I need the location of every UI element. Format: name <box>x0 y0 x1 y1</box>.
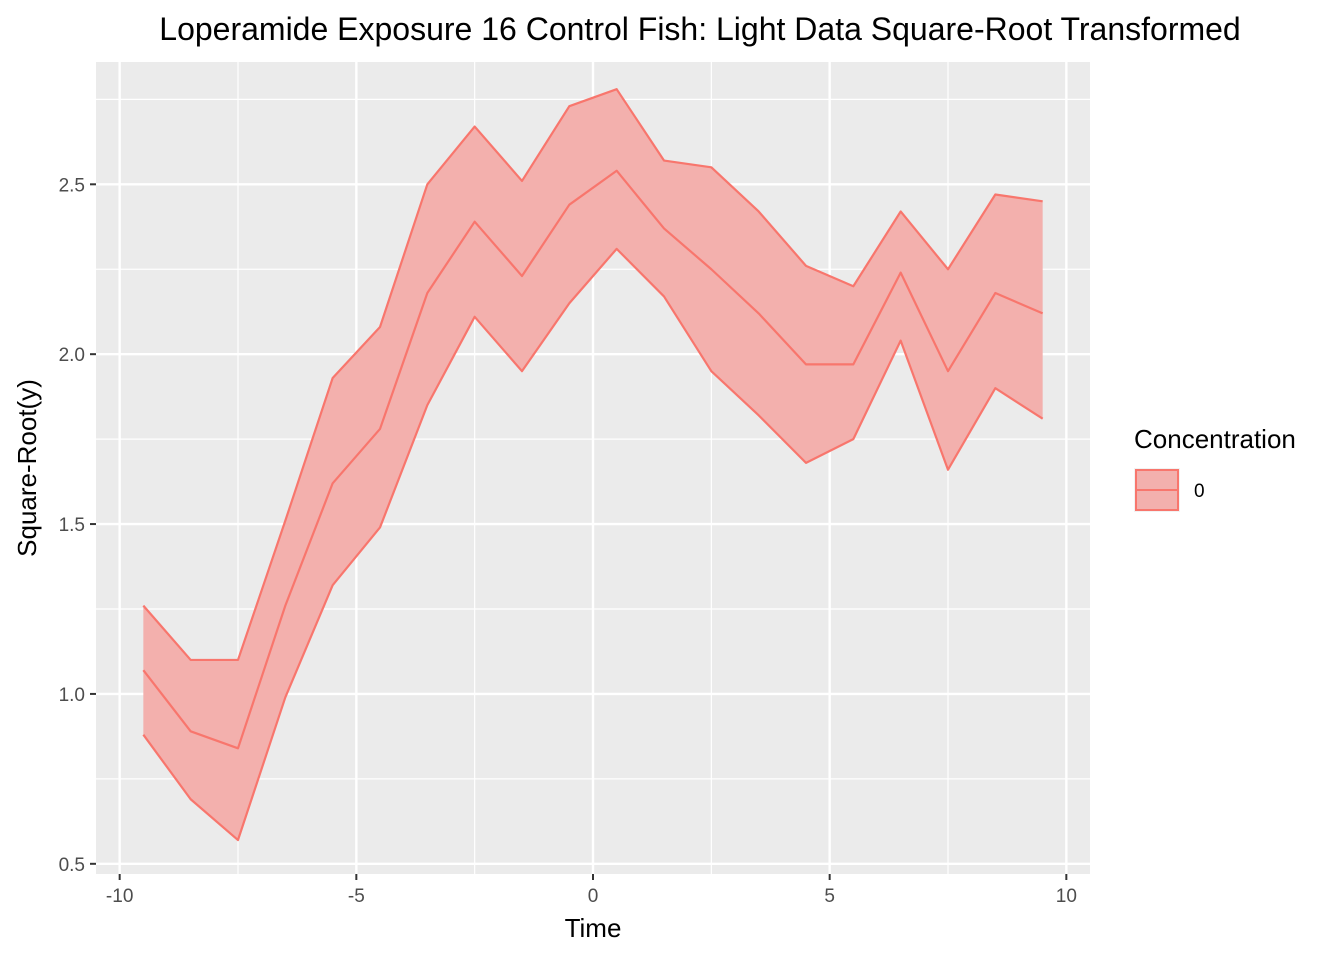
x-axis-title: Time <box>565 913 622 943</box>
legend-title: Concentration <box>1134 424 1296 454</box>
y-tick-label: 1.0 <box>59 685 85 706</box>
y-tick-label: 2.5 <box>59 175 85 196</box>
x-tick-label: -10 <box>106 886 133 907</box>
y-tick-label: 2.0 <box>59 345 85 366</box>
ribbon-area <box>143 89 1043 841</box>
x-tick-label: 5 <box>824 886 835 907</box>
x-tick-label: 0 <box>588 886 599 907</box>
series-line-mean <box>142 169 1044 750</box>
legend-label: 0 <box>1194 481 1205 502</box>
y-tick-label: 1.5 <box>59 515 85 536</box>
series-line-lower <box>142 247 1044 842</box>
chart-title: Loperamide Exposure 16 Control Fish: Lig… <box>159 11 1240 47</box>
series-layer <box>142 88 1044 842</box>
y-axis: 0.5 1.0 1.5 2.0 2.5 <box>59 175 96 876</box>
x-tick-label: 10 <box>1056 886 1077 907</box>
legend: Concentration 0 <box>1134 424 1296 512</box>
y-tick-label: 0.5 <box>59 855 85 876</box>
y-axis-title: Square-Root(y) <box>12 379 42 557</box>
x-tick-label: -5 <box>348 886 365 907</box>
series-line-upper <box>142 88 1043 662</box>
x-axis: -10 -5 0 5 10 <box>106 874 1077 907</box>
